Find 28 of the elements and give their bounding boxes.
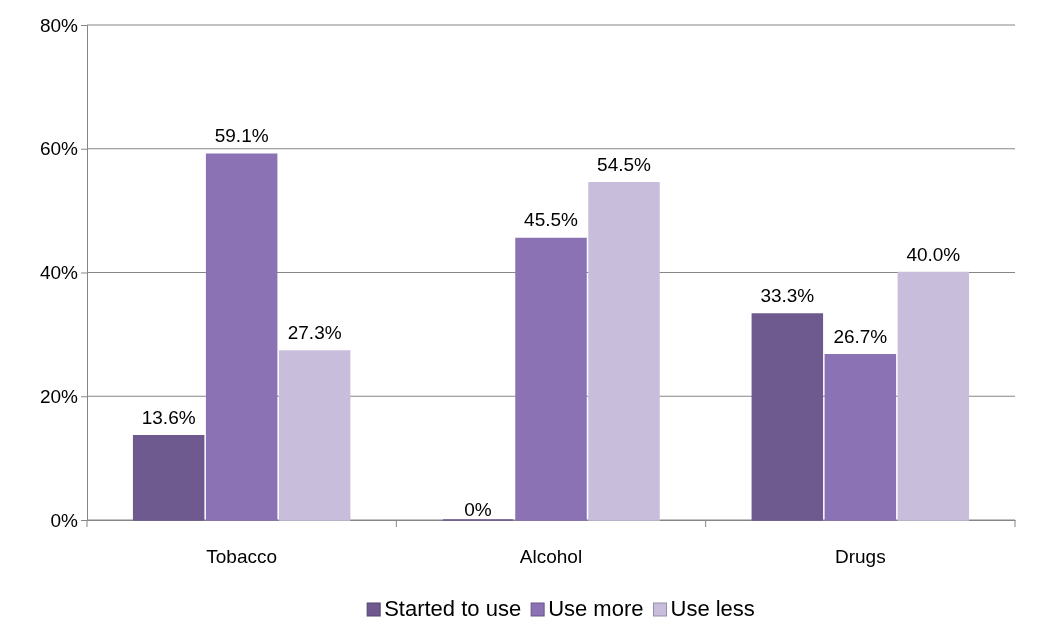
bar — [751, 313, 824, 521]
data-label: 45.5% — [524, 209, 579, 231]
data-label: 27.3% — [287, 322, 342, 344]
y-tick-label: 0% — [50, 509, 79, 531]
x-tick-label: Tobacco — [206, 546, 278, 568]
y-tick-label: 40% — [39, 262, 79, 284]
y-tick-label: 60% — [39, 138, 79, 160]
data-label: 13.6% — [141, 406, 196, 428]
legend-label: Started to use — [384, 596, 522, 621]
bar — [824, 354, 897, 521]
bar — [897, 271, 970, 521]
data-label: 26.7% — [833, 325, 888, 347]
y-tick-label: 80% — [39, 14, 79, 36]
legend-label: Use more — [548, 596, 644, 621]
bar — [515, 237, 587, 521]
data-label: 54.5% — [597, 153, 652, 175]
data-label: 0% — [464, 499, 492, 520]
bar — [588, 182, 660, 521]
x-tick-label: Alcohol — [519, 546, 583, 568]
data-label: 40.0% — [906, 243, 961, 265]
bar — [278, 350, 351, 521]
data-label: 59.1% — [214, 125, 269, 147]
bar — [132, 435, 205, 521]
y-tick-label: 20% — [39, 385, 79, 407]
x-tick-label: Drugs — [834, 546, 886, 568]
data-label: 33.3% — [760, 284, 815, 306]
bar — [205, 153, 278, 521]
legend-label: Use less — [670, 596, 755, 621]
